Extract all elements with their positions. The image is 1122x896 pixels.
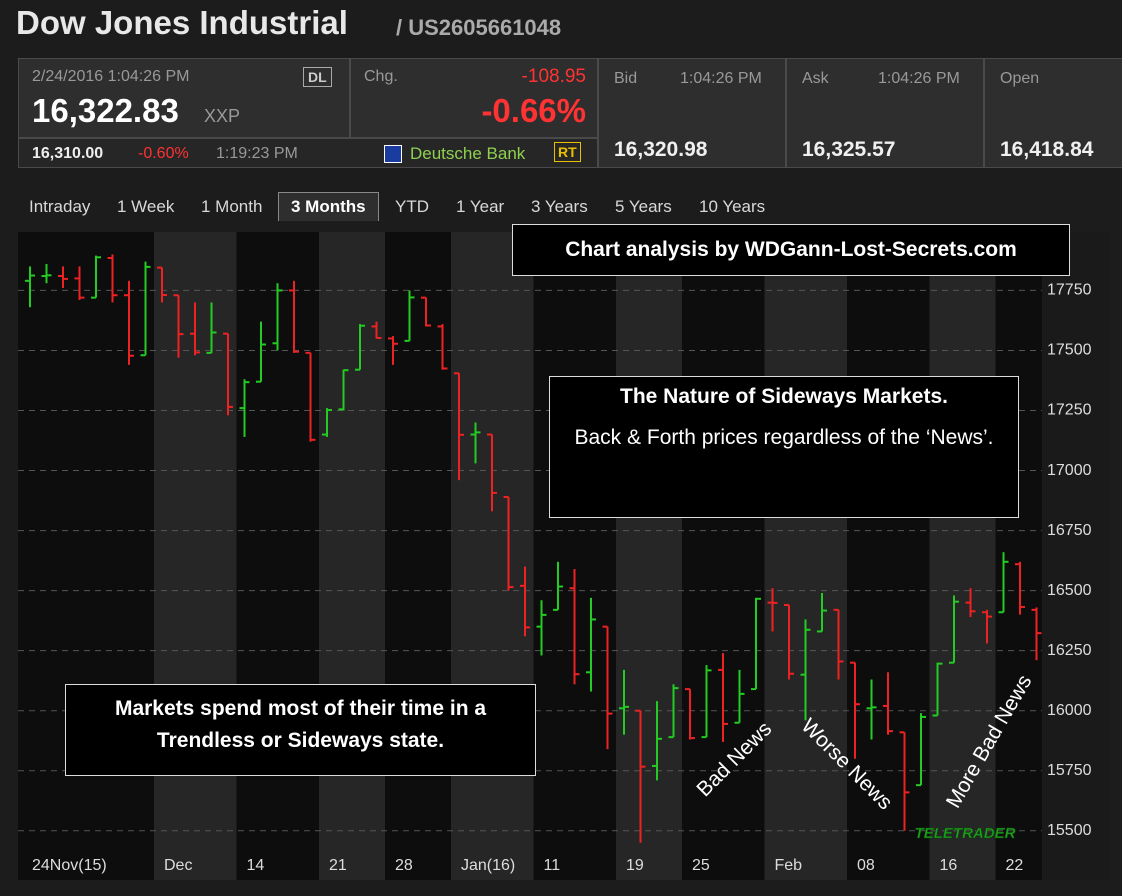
quote-time: 2/24/2016 1:04:26 PM [32, 68, 190, 85]
tab[interactable]: 3 Months [278, 192, 379, 221]
x-tick-label: 19 [626, 857, 644, 874]
y-tick-label: 16250 [1047, 642, 1092, 659]
title: Dow Jones Industrial [16, 4, 348, 41]
y-tick-label: 16750 [1047, 522, 1092, 539]
x-tick-label: 28 [395, 857, 413, 874]
open-cell [984, 58, 1122, 168]
y-tick-label: 17250 [1047, 402, 1092, 419]
x-tick-label: 25 [692, 857, 710, 874]
y-tick-label: 16500 [1047, 582, 1092, 599]
tab[interactable]: 5 Years [615, 197, 672, 216]
tab[interactable]: 1 Year [456, 197, 505, 216]
x-tick-label: 08 [857, 857, 875, 874]
credit-box: Chart analysis by WDGann-Lost-Secrets.co… [512, 224, 1070, 276]
rt-badge: RT [554, 142, 581, 162]
bid-cell [598, 58, 786, 168]
ask-cell [786, 58, 984, 168]
isin: / US2605661048 [396, 15, 562, 40]
quote-cell [18, 58, 350, 138]
chg: -108.95 [521, 66, 586, 87]
left-box: Markets spend most of their time in a Tr… [65, 684, 536, 776]
x-tick-label: 22 [1006, 857, 1024, 874]
axis-bg [1042, 232, 1110, 880]
y-tick-label: 16000 [1047, 702, 1092, 719]
alt-price: 16,310.00 [32, 145, 104, 162]
x-tick-label: 11 [544, 857, 561, 874]
open: 16,418.84 [1000, 138, 1094, 161]
x-tick-label: 24Nov(15) [32, 857, 107, 874]
alt-time: 1:19:23 PM [216, 145, 298, 162]
week-stripe [764, 232, 847, 880]
bid-time: 1:04:26 PM [680, 70, 762, 87]
chg-pct: -0.66% [481, 92, 586, 129]
note-body: Back & Forth prices regardless of the ‘N… [574, 426, 994, 449]
y-tick-label: 17750 [1047, 282, 1092, 299]
bid-label: Bid [614, 70, 638, 87]
tab[interactable]: 3 Years [531, 197, 588, 216]
y-tick-label: 17500 [1047, 342, 1092, 359]
alt-cell [18, 138, 598, 168]
ask-time: 1:04:26 PM [878, 70, 960, 87]
tab[interactable]: Intraday [29, 197, 91, 216]
y-tick-label: 17000 [1047, 462, 1092, 479]
x-tick-label: 14 [247, 857, 265, 874]
alt-pct: -0.60% [138, 145, 189, 162]
change-cell [350, 58, 598, 138]
tab[interactable]: 10 Years [699, 197, 766, 216]
tab[interactable]: YTD [395, 197, 429, 216]
ask: 16,325.57 [802, 138, 896, 161]
last-price: 16,322.83 [32, 92, 179, 129]
badge: DL [303, 67, 332, 87]
chg-label: Chg. [364, 68, 398, 85]
note-title: The Nature of Sideways Markets. [620, 385, 948, 408]
week-stripe [616, 232, 682, 880]
x-tick-label: Feb [775, 857, 803, 874]
week-stripe [929, 232, 996, 880]
logo: TELETRADER [915, 825, 1016, 842]
x-tick-label: 21 [329, 857, 347, 874]
ask-label: Ask [802, 70, 829, 87]
tab[interactable]: 1 Week [117, 197, 175, 216]
x-tick-label: Jan(16) [461, 857, 515, 874]
x-tick-label: Dec [164, 857, 192, 874]
week-stripe [451, 232, 534, 880]
y-tick-label: 15750 [1047, 762, 1092, 779]
unit: XXP [204, 106, 241, 126]
bid: 16,320.98 [614, 138, 708, 161]
x-tick-label: 16 [940, 857, 958, 874]
source: Deutsche Bank [410, 144, 526, 163]
bank-logo [384, 145, 402, 163]
open-label: Open [1000, 70, 1040, 87]
week-stripe [319, 232, 385, 880]
note-box: The Nature of Sideways Markets. Back & F… [549, 376, 1019, 518]
y-tick-label: 15500 [1047, 822, 1092, 839]
tab[interactable]: 1 Month [201, 197, 263, 216]
